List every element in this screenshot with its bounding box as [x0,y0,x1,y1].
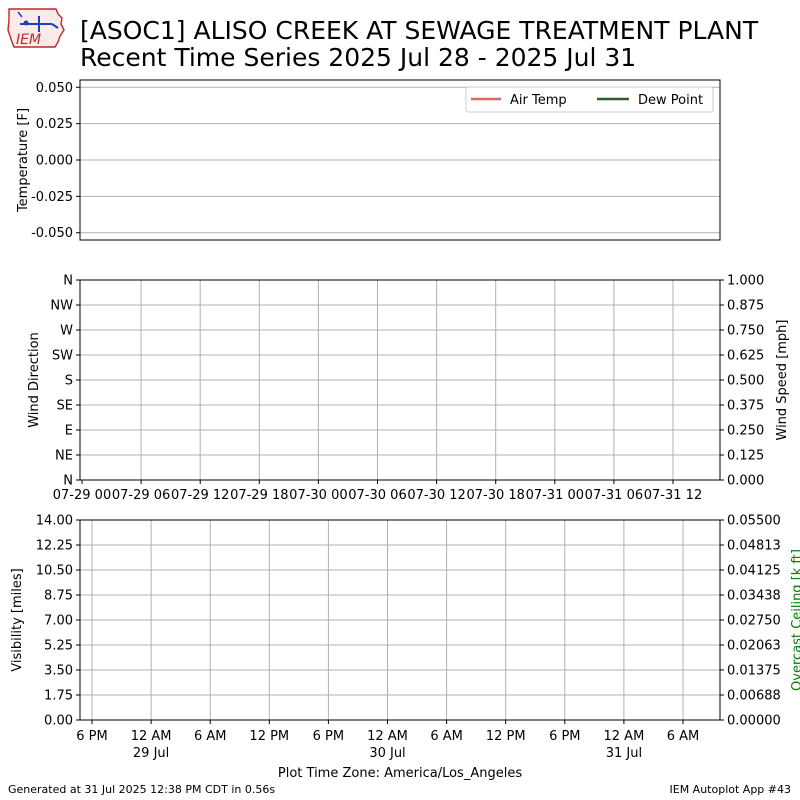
wind-speed-tick-label: 0.875 [727,299,764,314]
legend-box [465,86,714,113]
wind-speed-tick-label: 1.000 [727,274,764,289]
ceiling-y-ticks: 0.00000 0.00688 0.01375 0.02063 0.02750 0.034… [720,514,781,729]
wind-direction-y-label: Wind Direction [27,332,42,428]
visibility-x-tick-label: 12 AM [604,729,645,744]
temperature-tick-label: -0.025 [31,190,73,205]
wind-speed-tick-label: 0.375 [727,399,764,414]
visibility-x-tick-label: 6 PM [76,729,107,744]
visibility-y-label: Visibility [miles] [10,568,25,671]
visibility-tick-label: 8.75 [44,589,73,604]
app-id: IEM Autoplot App #43 [669,783,792,796]
wind-x-tick-label: 07-29 06 [112,488,170,503]
temperature-y-label: Temperature [F] [16,108,31,213]
chart-title: [ASOC1] ALISO CREEK AT SEWAGE TREATMENT … [80,16,759,45]
ceiling-tick-label: 0.02063 [727,639,781,654]
visibility-x-ticks: 6 PM 12 AM 29 Jul 6 AM 12 PM 6 PM 12 AM 30 Jul 6… [76,720,699,761]
ceiling-tick-label: 0.02750 [727,614,781,629]
wind-x-tick-label: 07-31 12 [644,488,702,503]
ceiling-tick-label: 0.01375 [727,664,781,679]
ceiling-tick-label: 0.04813 [727,539,781,554]
wind-x-ticks: 07-29 00 07-29 06 07-29 12 07-29 18 07-30 00… [53,480,702,503]
wind-x-tick-label: 07-30 12 [407,488,465,503]
wind-x-tick-label: 07-30 00 [289,488,347,503]
temperature-tick-label: 0.025 [36,117,73,132]
wind-speed-y-label: Wind Speed [mph] [775,320,790,441]
wind-x-tick-label: 07-30 18 [466,488,524,503]
visibility-x-tick-label: 6 PM [313,729,344,744]
visibility-x-date-label: 31 Jul [606,746,642,761]
visibility-tick-label: 7.00 [44,614,73,629]
temperature-tick-label: -0.050 [31,226,73,241]
wind-x-tick-label: 07-29 12 [171,488,229,503]
visibility-x-date-label: 30 Jul [369,746,405,761]
generated-timestamp: Generated at 31 Jul 2025 12:38 PM CDT in… [8,783,276,796]
logo-text: IEM [16,32,41,48]
visibility-tick-label: 14.00 [36,514,73,529]
x-axis-label: Plot Time Zone: America/Los_Angeles [278,766,522,781]
wind-direction-tick-label: SE [57,399,73,414]
wind-speed-y-ticks: 0.000 0.125 0.250 0.375 0.500 0.625 0.750 0.875… [720,274,764,489]
visibility-grid [80,520,720,720]
wind-x-tick-label: 07-31 00 [526,488,584,503]
visibility-tick-label: 12.25 [36,539,73,554]
ceiling-y-label: Overcast Ceiling [k ft] [790,549,800,691]
visibility-x-tick-label: 12 AM [131,729,172,744]
chart-subtitle: Recent Time Series 2025 Jul 28 - 2025 Ju… [80,43,637,72]
wind-y-ticks: N NE E SE S SW W NW N [50,274,80,489]
wind-direction-tick-label: NE [55,449,73,464]
visibility-y-ticks: 0.00 1.75 3.50 5.25 7.00 8.75 10.50 12.25 14.00 [36,514,80,729]
wind-direction-tick-label: E [65,424,73,439]
legend-label-air-temp: Air Temp [510,93,567,108]
visibility-x-tick-label: 6 AM [430,729,463,744]
wind-direction-tick-label: S [65,374,73,389]
temperature-tick-label: 0.050 [36,81,73,96]
temperature-y-ticks: 0.050 0.025 0.000 -0.025 -0.050 [31,81,80,241]
legend: Air Temp Dew Point [465,86,714,113]
wind-x-tick-label: 07-29 18 [230,488,288,503]
visibility-x-tick-label: 12 AM [367,729,408,744]
wind-direction-tick-label: N [63,274,73,289]
wind-direction-tick-label: W [60,324,73,339]
wind-direction-tick-label: NW [50,299,73,314]
wind-speed-tick-label: 0.625 [727,349,764,364]
ceiling-tick-label: 0.00000 [727,714,781,729]
visibility-x-tick-label: 12 PM [249,729,289,744]
temperature-tick-label: 0.000 [36,154,73,169]
legend-label-dew-point: Dew Point [638,93,703,108]
visibility-tick-label: 10.50 [36,564,73,579]
wind-direction-tick-label: N [63,474,73,489]
visibility-tick-label: 1.75 [44,689,73,704]
visibility-tick-label: 5.25 [44,639,73,654]
iem-logo: IEM [6,6,68,54]
wind-speed-tick-label: 0.250 [727,424,764,439]
ceiling-tick-label: 0.04125 [727,564,781,579]
visibility-x-date-label: 29 Jul [133,746,169,761]
wind-speed-tick-label: 0.750 [727,324,764,339]
wind-x-tick-label: 07-31 06 [585,488,643,503]
visibility-x-tick-label: 12 PM [486,729,526,744]
ceiling-tick-label: 0.03438 [727,589,781,604]
wind-direction-tick-label: SW [52,349,73,364]
wind-panel-frame [79,279,721,481]
visibility-x-tick-label: 6 AM [194,729,227,744]
visibility-panel-frame [79,519,721,721]
ceiling-tick-label: 0.00688 [727,689,781,704]
wind-speed-tick-label: 0.000 [727,474,764,489]
ceiling-tick-label: 0.05500 [727,514,781,529]
visibility-x-tick-label: 6 AM [667,729,700,744]
temperature-panel-frame [79,79,721,241]
visibility-tick-label: 0.00 [44,714,73,729]
wind-speed-tick-label: 0.125 [727,449,764,464]
wind-x-tick-label: 07-30 06 [348,488,406,503]
wind-speed-tick-label: 0.500 [727,374,764,389]
visibility-x-tick-label: 6 PM [549,729,580,744]
visibility-tick-label: 3.50 [44,664,73,679]
wind-grid [80,280,720,480]
wind-x-tick-label: 07-29 00 [53,488,111,503]
